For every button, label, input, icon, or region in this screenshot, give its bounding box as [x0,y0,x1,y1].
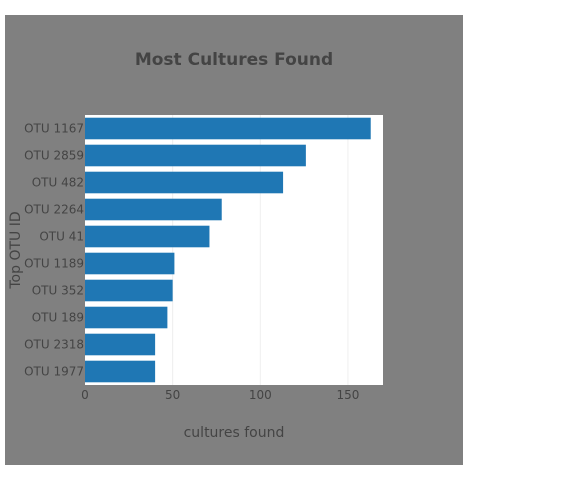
bar-otu-482[interactable] [85,171,284,194]
y-axis-title: Top OTU ID [8,211,24,289]
y-tick-label: OTU 2318 [24,338,84,352]
x-tick-label: 0 [81,388,89,402]
x-axis-title: cultures found [184,425,285,441]
y-tick-labels: OTU 1167 OTU 2859 OTU 482 OTU 2264 OTU 41 OTU… [24,122,84,379]
y-tick-label: OTU 2264 [24,203,84,217]
bar-otu-1977[interactable] [85,360,156,383]
y-tick-label: OTU 352 [32,284,84,298]
y-tick-label: OTU 482 [32,176,84,190]
bar-otu-352[interactable] [85,279,173,302]
bar-otu-1167[interactable] [85,117,371,140]
x-tick-label: 50 [165,388,180,402]
bar-otu-2318[interactable] [85,333,156,356]
x-tick-label: 150 [336,388,359,402]
bar-otu-41[interactable] [85,225,210,248]
y-tick-label: OTU 189 [32,311,84,325]
x-tick-label: 100 [249,388,272,402]
y-tick-label: OTU 1977 [24,365,84,379]
chart-title: Most Cultures Found [135,50,333,70]
y-tick-label: OTU 2859 [24,149,84,163]
y-tick-label: OTU 41 [39,230,84,244]
bar-otu-2264[interactable] [85,198,222,221]
bar-otu-1189[interactable] [85,252,175,275]
y-tick-label: OTU 1167 [24,122,84,136]
bars [85,117,371,383]
bar-otu-2859[interactable] [85,144,306,167]
y-tick-label: OTU 1189 [24,257,84,271]
x-tick-labels: 0 50 100 150 [81,388,359,402]
bar-otu-189[interactable] [85,306,168,329]
chart-panel: Most Cultures Found OTU 1167 OTU 2859 OTU … [5,15,463,465]
